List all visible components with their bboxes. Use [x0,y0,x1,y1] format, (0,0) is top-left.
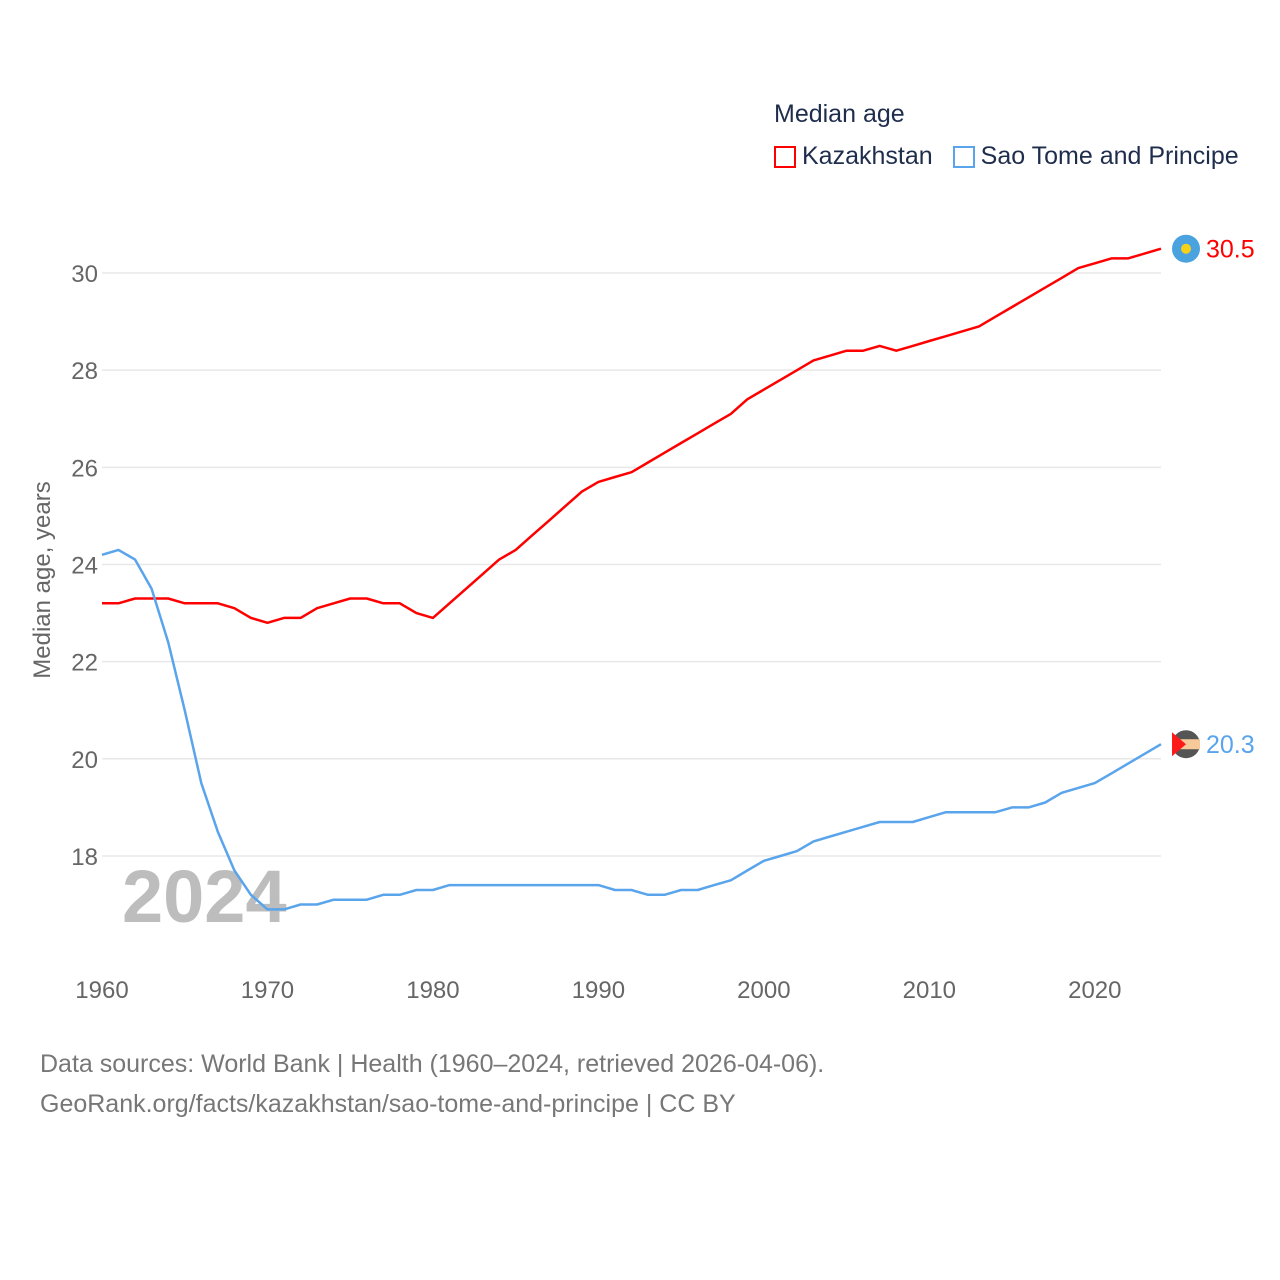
x-tick-label: 1990 [572,977,625,1004]
legend: Kazakhstan Sao Tome and Principe [774,142,1239,171]
end-value-label: 20.3 [1206,731,1255,759]
source-line: Data sources: World Bank | Health (1960–… [40,1050,825,1078]
series-line-1 [101,548,1162,911]
legend-swatch [774,145,796,168]
y-tick-label: 24 [71,552,98,579]
x-tick-label: 2010 [903,977,956,1004]
legend-label: Sao Tome and Principe [980,142,1239,170]
legend-title: Median age [774,100,905,128]
end-value-label: 30.5 [1206,236,1255,264]
series-line-0 [102,247,1162,625]
x-tick-label: 1980 [406,977,459,1004]
legend-label: Kazakhstan [802,142,933,170]
source-link[interactable]: GeoRank.org/facts/kazakhstan/sao-tome-an… [40,1090,736,1118]
y-tick-label: 26 [71,455,98,482]
flag-sun-icon [1181,243,1191,254]
flag-triangle-icon [1172,732,1186,757]
y-tick-label: 28 [71,358,98,385]
y-axis-label: Median age, years [29,481,56,678]
x-tick-label: 1960 [75,977,128,1004]
y-tick-label: 18 [71,844,98,871]
y-tick-label: 20 [71,747,98,774]
legend-swatch [952,145,975,168]
y-tick-label: 30 [71,261,98,288]
x-tick-label: 1970 [241,977,294,1004]
legend-item-kazakhstan[interactable]: Kazakhstan [774,142,933,171]
x-tick-label: 2020 [1068,977,1121,1004]
source-note: Data sources: World Bank | Health (1960–… [40,1044,824,1124]
x-tick-label: 2000 [737,977,790,1004]
legend-item-sao-tome[interactable]: Sao Tome and Principe [952,142,1239,171]
year-watermark: 2024 [122,855,287,938]
y-tick-label: 22 [71,650,98,677]
